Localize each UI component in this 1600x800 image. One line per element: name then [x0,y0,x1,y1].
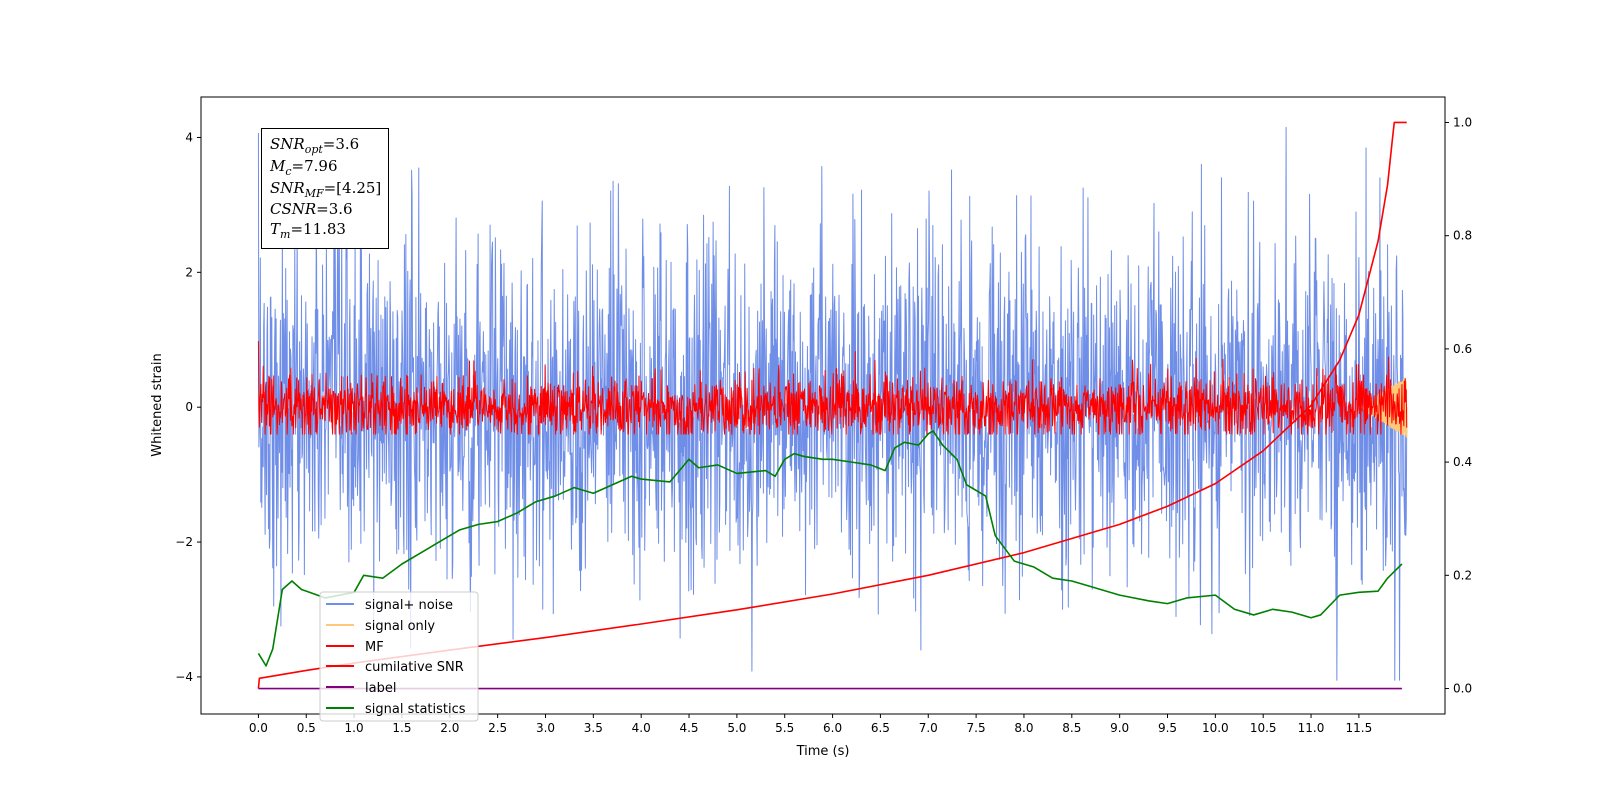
x-tick-label: 9.0 [1110,721,1129,735]
x-tick-label: 3.0 [536,721,555,735]
info-line-tm: Tm=11.83 [270,220,346,241]
x-tick-label: 2.0 [440,721,459,735]
y2-tick-label: 0.4 [1453,455,1472,469]
y2-tick-label: 0.2 [1453,568,1472,582]
y2-tick-label: 1.0 [1453,115,1472,129]
x-tick-label: 4.0 [632,721,651,735]
info-line-csnr: CSNR=3.6 [270,200,353,218]
plot-frame [200,96,1446,715]
x-tick-label: 3.5 [584,721,603,735]
series-signal-noise [257,126,1408,681]
x-tick-label: 1.5 [392,721,411,735]
x-tick-label: 6.5 [871,721,890,735]
y2-axis-ticks: 0.0 0.2 0.4 0.6 0.8 1.0 [1445,115,1472,696]
x-tick-label: 0.5 [297,721,316,735]
legend-label-signal-only: signal only [365,619,435,634]
legend: signal+ noise signal only MF cumilative … [319,591,479,722]
y2-tick-label: 0.8 [1453,229,1472,243]
legend-label-signal-statistics: signal statistics [365,702,466,717]
legend-label-signal-noise: signal+ noise [365,598,453,613]
y-tick-label: 2 [185,265,193,279]
y-tick-label: 4 [185,130,193,144]
legend-label-mf: MF [365,640,384,655]
x-tick-label: 10.5 [1250,721,1277,735]
x-tick-label: 7.0 [919,721,938,735]
x-tick-label: 11.0 [1298,721,1325,735]
x-tick-label: 5.5 [775,721,794,735]
x-tick-label: 7.5 [967,721,986,735]
info-line-snr-opt: SNRopt=3.6 [270,135,360,156]
legend-box [319,591,479,722]
y2-tick-label: 0.6 [1453,342,1472,356]
x-axis-ticks: 0.0 0.5 1.0 1.5 2.0 2.5 3.0 3.5 4.0 4.5 5.0 5.5 6.0 6… [249,714,1372,735]
y-tick-label: −4 [175,670,193,684]
info-line-mc: Mc=7.96 [270,157,338,178]
series-signal-statistics [257,430,1403,667]
x-tick-label: 8.5 [1062,721,1081,735]
y-tick-label: 0 [185,400,193,414]
x-tick-label: 2.5 [488,721,507,735]
y-axis-label: Whitened strain [150,353,165,456]
info-line-snr-mf: SNRMF=[4.25] [270,179,382,200]
x-tick-label: 9.5 [1158,721,1177,735]
y-tick-label: −2 [175,535,193,549]
x-tick-label: 6.0 [823,721,842,735]
x-tick-label: 8.0 [1014,721,1033,735]
legend-label-label: label [365,681,396,696]
x-tick-label: 1.0 [345,721,364,735]
series-mf [257,341,1408,435]
legend-label-cumilative-snr: cumilative SNR [365,660,464,675]
x-tick-label: 0.0 [249,721,268,735]
y2-tick-label: 0.0 [1453,682,1472,696]
x-tick-label: 11.5 [1346,721,1373,735]
y-axis-ticks: −4 −2 0 2 4 [175,130,201,684]
snr-info-box: SNRopt=3.6 Mc=7.96 SNRMF=[4.25] CSNR=3.6… [261,128,389,249]
x-axis-label: Time (s) [796,744,850,759]
x-tick-label: 4.5 [679,721,698,735]
x-tick-label: 10.0 [1202,721,1229,735]
x-tick-label: 5.0 [727,721,746,735]
